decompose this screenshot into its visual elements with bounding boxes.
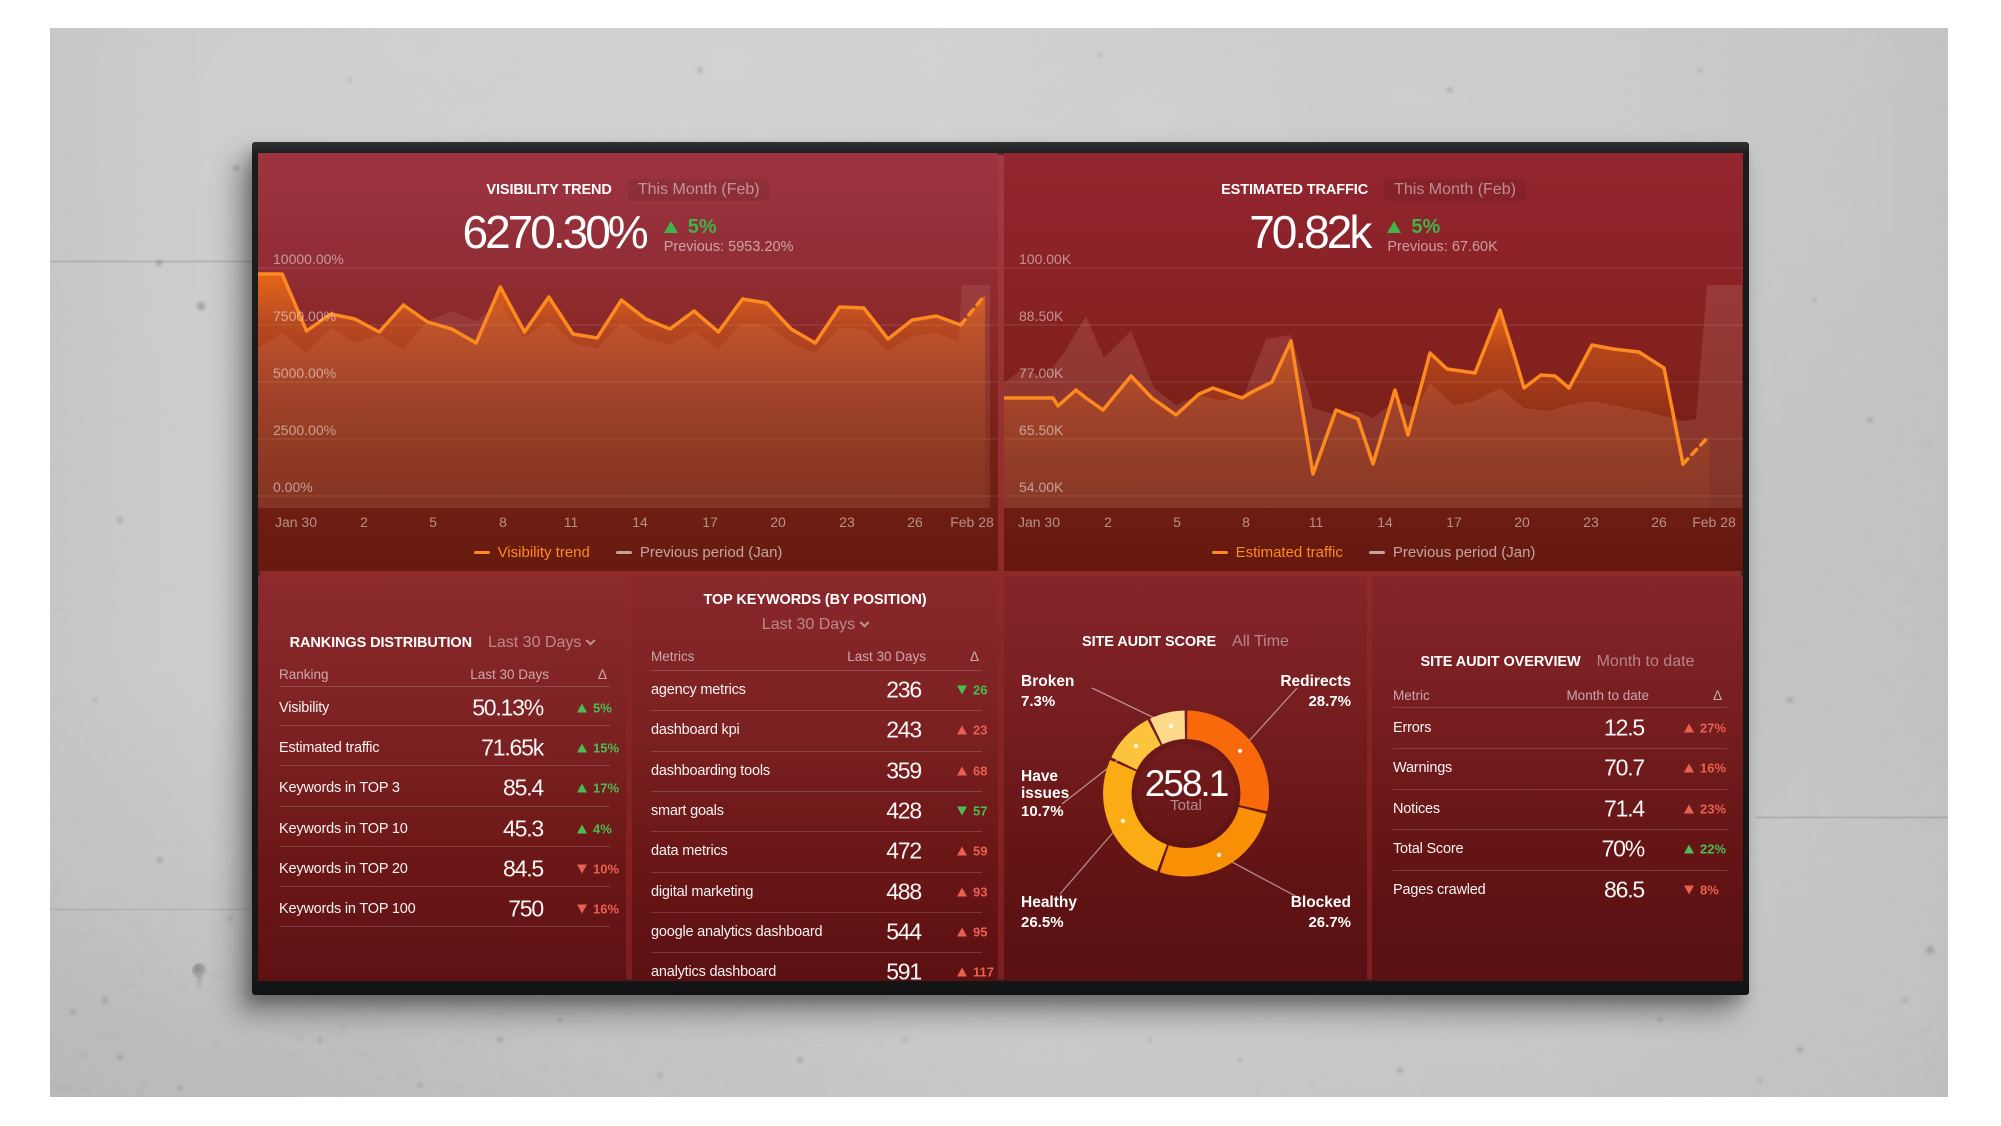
svg-text:14: 14 xyxy=(632,514,648,530)
svg-text:20: 20 xyxy=(770,514,786,530)
svg-text:23: 23 xyxy=(839,514,855,530)
svg-text:11: 11 xyxy=(564,514,579,530)
svg-text:20: 20 xyxy=(1514,514,1530,530)
svg-text:258.1: 258.1 xyxy=(1145,763,1228,804)
svg-text:10000.00%: 10000.00% xyxy=(273,251,344,267)
svg-text:26: 26 xyxy=(1651,514,1667,530)
svg-text:Feb 28: Feb 28 xyxy=(1692,514,1736,530)
svg-text:77.00K: 77.00K xyxy=(1019,365,1064,381)
svg-text:8: 8 xyxy=(1242,514,1250,530)
svg-text:5000.00%: 5000.00% xyxy=(273,365,336,381)
svg-text:7500.00%: 7500.00% xyxy=(273,308,336,324)
svg-text:11: 11 xyxy=(1309,514,1324,530)
svg-text:17: 17 xyxy=(1446,514,1462,530)
svg-text:5: 5 xyxy=(1173,514,1181,530)
svg-text:0.00%: 0.00% xyxy=(273,479,313,495)
svg-text:5: 5 xyxy=(429,514,437,530)
svg-text:Total: Total xyxy=(1170,797,1202,814)
svg-text:17: 17 xyxy=(702,514,718,530)
svg-text:23: 23 xyxy=(1583,514,1599,530)
svg-text:Jan 30: Jan 30 xyxy=(1018,514,1060,530)
svg-text:Jan 30: Jan 30 xyxy=(275,514,317,530)
svg-text:88.50K: 88.50K xyxy=(1019,308,1064,324)
svg-text:2: 2 xyxy=(360,514,368,530)
svg-text:100.00K: 100.00K xyxy=(1019,251,1072,267)
svg-text:8: 8 xyxy=(499,514,507,530)
svg-text:54.00K: 54.00K xyxy=(1019,479,1064,495)
svg-text:65.50K: 65.50K xyxy=(1019,422,1064,438)
svg-text:14: 14 xyxy=(1377,514,1393,530)
svg-text:2500.00%: 2500.00% xyxy=(273,422,336,438)
svg-text:26: 26 xyxy=(907,514,923,530)
svg-text:2: 2 xyxy=(1104,514,1112,530)
svg-text:Feb 28: Feb 28 xyxy=(950,514,994,530)
